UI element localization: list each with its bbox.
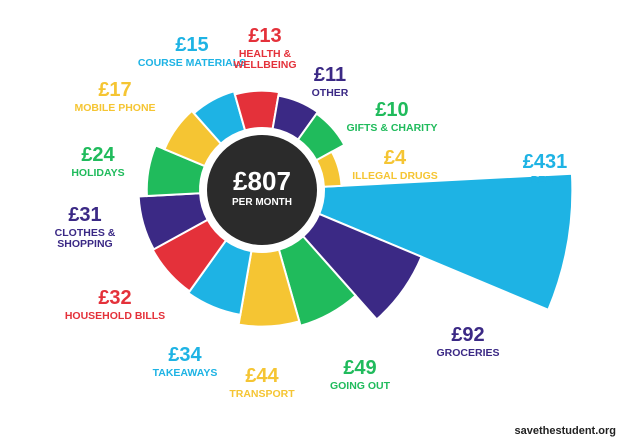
slice-label: £32 HOUSEHOLD BILLS [60,288,170,322]
slice-label: £44 TRANSPORT [207,366,317,400]
slice-label: £431 RENT [490,152,600,186]
category: HOLIDAYS [71,167,125,179]
amount: £32 [98,287,132,309]
amount: £15 [175,34,209,56]
slice-label: £11 OTHER [275,65,385,99]
center-label: PER MONTH [232,197,292,208]
amount: £24 [81,144,115,166]
amount: £11 [313,64,347,86]
slice-label: £31 CLOTHES & SHOPPING [30,205,140,250]
slice-label: £34 TAKEAWAYS [130,345,240,379]
wedge [237,248,301,328]
wedge [277,234,358,327]
amount: £10 [375,99,409,121]
amount: £17 [98,79,132,101]
category: OTHER [311,87,349,99]
category: RENT [530,174,560,186]
center-total: £807 [233,166,291,196]
slice-label: £15 COURSE MATERIALS [137,35,247,69]
slice-label: £4 ILLEGAL DRUGS [340,148,450,182]
center-disc [207,135,317,245]
category: MOBILE PHONE [74,102,156,114]
category: HEALTH & WELLBEING [233,48,297,72]
amount: £34 [168,344,202,366]
category: GOING OUT [329,380,391,392]
amount: £92 [451,324,485,346]
slice-label: £49 GOING OUT [305,358,415,392]
amount: £44 [245,365,279,387]
slice-label: £10 GIFTS & CHARITY [337,100,447,134]
category: ILLEGAL DRUGS [352,170,438,182]
category: GROCERIES [436,347,500,359]
slice-label: £17 MOBILE PHONE [60,80,170,114]
slice-label: £24 HOLIDAYS [43,145,153,179]
slice-label: £13 HEALTH & WELLBEING [210,26,320,71]
category: HOUSEHOLD BILLS [64,310,166,322]
category: GIFTS & CHARITY [346,122,438,134]
slice-label: £92 GROCERIES [413,325,523,359]
amount: £13 [248,25,282,47]
amount: £4 [383,147,407,169]
category: TAKEAWAYS [152,367,218,379]
category: TRANSPORT [229,388,295,400]
amount: £31 [68,204,102,226]
category: CLOTHES & SHOPPING [54,227,116,251]
amount: £49 [343,357,377,379]
source: savethestudent.org [514,425,616,437]
category: COURSE MATERIALS [137,57,247,69]
amount: £431 [522,151,568,173]
